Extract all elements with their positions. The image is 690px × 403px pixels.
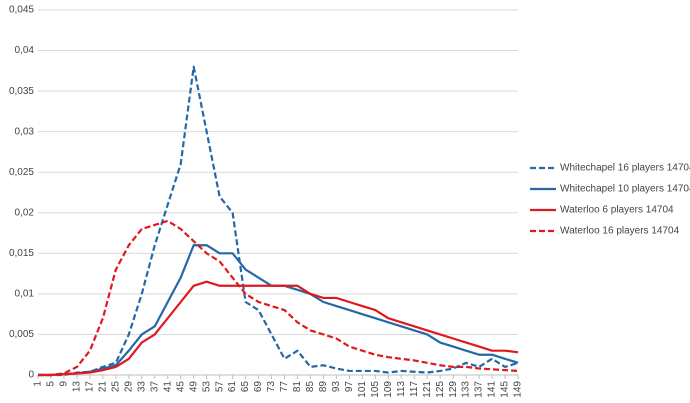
legend-label: Whitechapel 10 players 14704 bbox=[560, 184, 690, 195]
x-tick-label: 141 bbox=[487, 381, 498, 398]
y-tick-label: 0,045 bbox=[9, 5, 34, 16]
x-tick-label: 13 bbox=[72, 381, 83, 393]
x-tick-label: 125 bbox=[435, 381, 446, 398]
x-tick-label: 41 bbox=[162, 381, 173, 393]
x-tick-label: 149 bbox=[513, 381, 524, 398]
y-tick-label: 0,02 bbox=[15, 207, 35, 218]
x-tick-label: 61 bbox=[227, 381, 238, 393]
x-tick-label: 117 bbox=[409, 381, 420, 397]
y-tick-label: 0,04 bbox=[15, 45, 35, 56]
x-tick-label: 129 bbox=[448, 381, 459, 398]
y-tick-label: 0 bbox=[28, 370, 34, 381]
x-tick-label: 21 bbox=[98, 381, 109, 393]
x-tick-label: 45 bbox=[175, 381, 186, 393]
x-tick-label: 29 bbox=[123, 381, 134, 393]
y-tick-label: 0,01 bbox=[15, 289, 35, 300]
y-tick-label: 0,025 bbox=[9, 167, 34, 178]
series-line bbox=[38, 219, 519, 377]
x-tick-label: 5 bbox=[46, 381, 57, 387]
series-line bbox=[38, 65, 519, 377]
x-tick-label: 109 bbox=[383, 381, 394, 398]
x-tick-label: 69 bbox=[253, 381, 264, 393]
x-tick-label: 85 bbox=[305, 381, 316, 393]
x-tick-label: 37 bbox=[149, 381, 160, 393]
x-tick-label: 33 bbox=[136, 381, 147, 393]
legend-label: Waterloo 6 players 14704 bbox=[560, 205, 674, 216]
x-tick-label: 121 bbox=[422, 381, 433, 398]
x-tick-label: 133 bbox=[461, 381, 472, 398]
x-tick-label: 101 bbox=[357, 381, 368, 398]
x-tick-label: 25 bbox=[110, 381, 121, 393]
x-tick-label: 89 bbox=[318, 381, 329, 393]
x-tick-label: 17 bbox=[85, 381, 96, 393]
y-tick-label: 0,03 bbox=[15, 126, 35, 137]
legend-label: Waterloo 16 players 14704 bbox=[560, 226, 680, 237]
series-line bbox=[38, 280, 519, 377]
x-tick-label: 77 bbox=[279, 381, 290, 393]
x-tick-label: 145 bbox=[500, 381, 511, 398]
x-tick-label: 113 bbox=[396, 381, 407, 397]
x-tick-label: 9 bbox=[59, 381, 70, 387]
x-tick-label: 93 bbox=[331, 381, 342, 393]
x-tick-label: 1 bbox=[33, 381, 44, 387]
x-tick-label: 137 bbox=[474, 381, 485, 398]
x-tick-label: 57 bbox=[214, 381, 225, 393]
y-tick-label: 0,005 bbox=[9, 329, 34, 340]
x-tick-label: 81 bbox=[292, 381, 303, 393]
series-line bbox=[38, 244, 519, 377]
x-tick-label: 73 bbox=[266, 381, 277, 393]
x-tick-label: 53 bbox=[201, 381, 212, 393]
y-tick-label: 0,015 bbox=[9, 248, 34, 259]
x-tick-label: 49 bbox=[188, 381, 199, 393]
x-tick-label: 65 bbox=[240, 381, 251, 393]
y-tick-label: 0,035 bbox=[9, 86, 34, 97]
x-tick-label: 105 bbox=[370, 381, 381, 398]
legend-label: Whitechapel 16 players 14704 bbox=[560, 163, 690, 174]
x-tick-label: 97 bbox=[344, 381, 355, 393]
